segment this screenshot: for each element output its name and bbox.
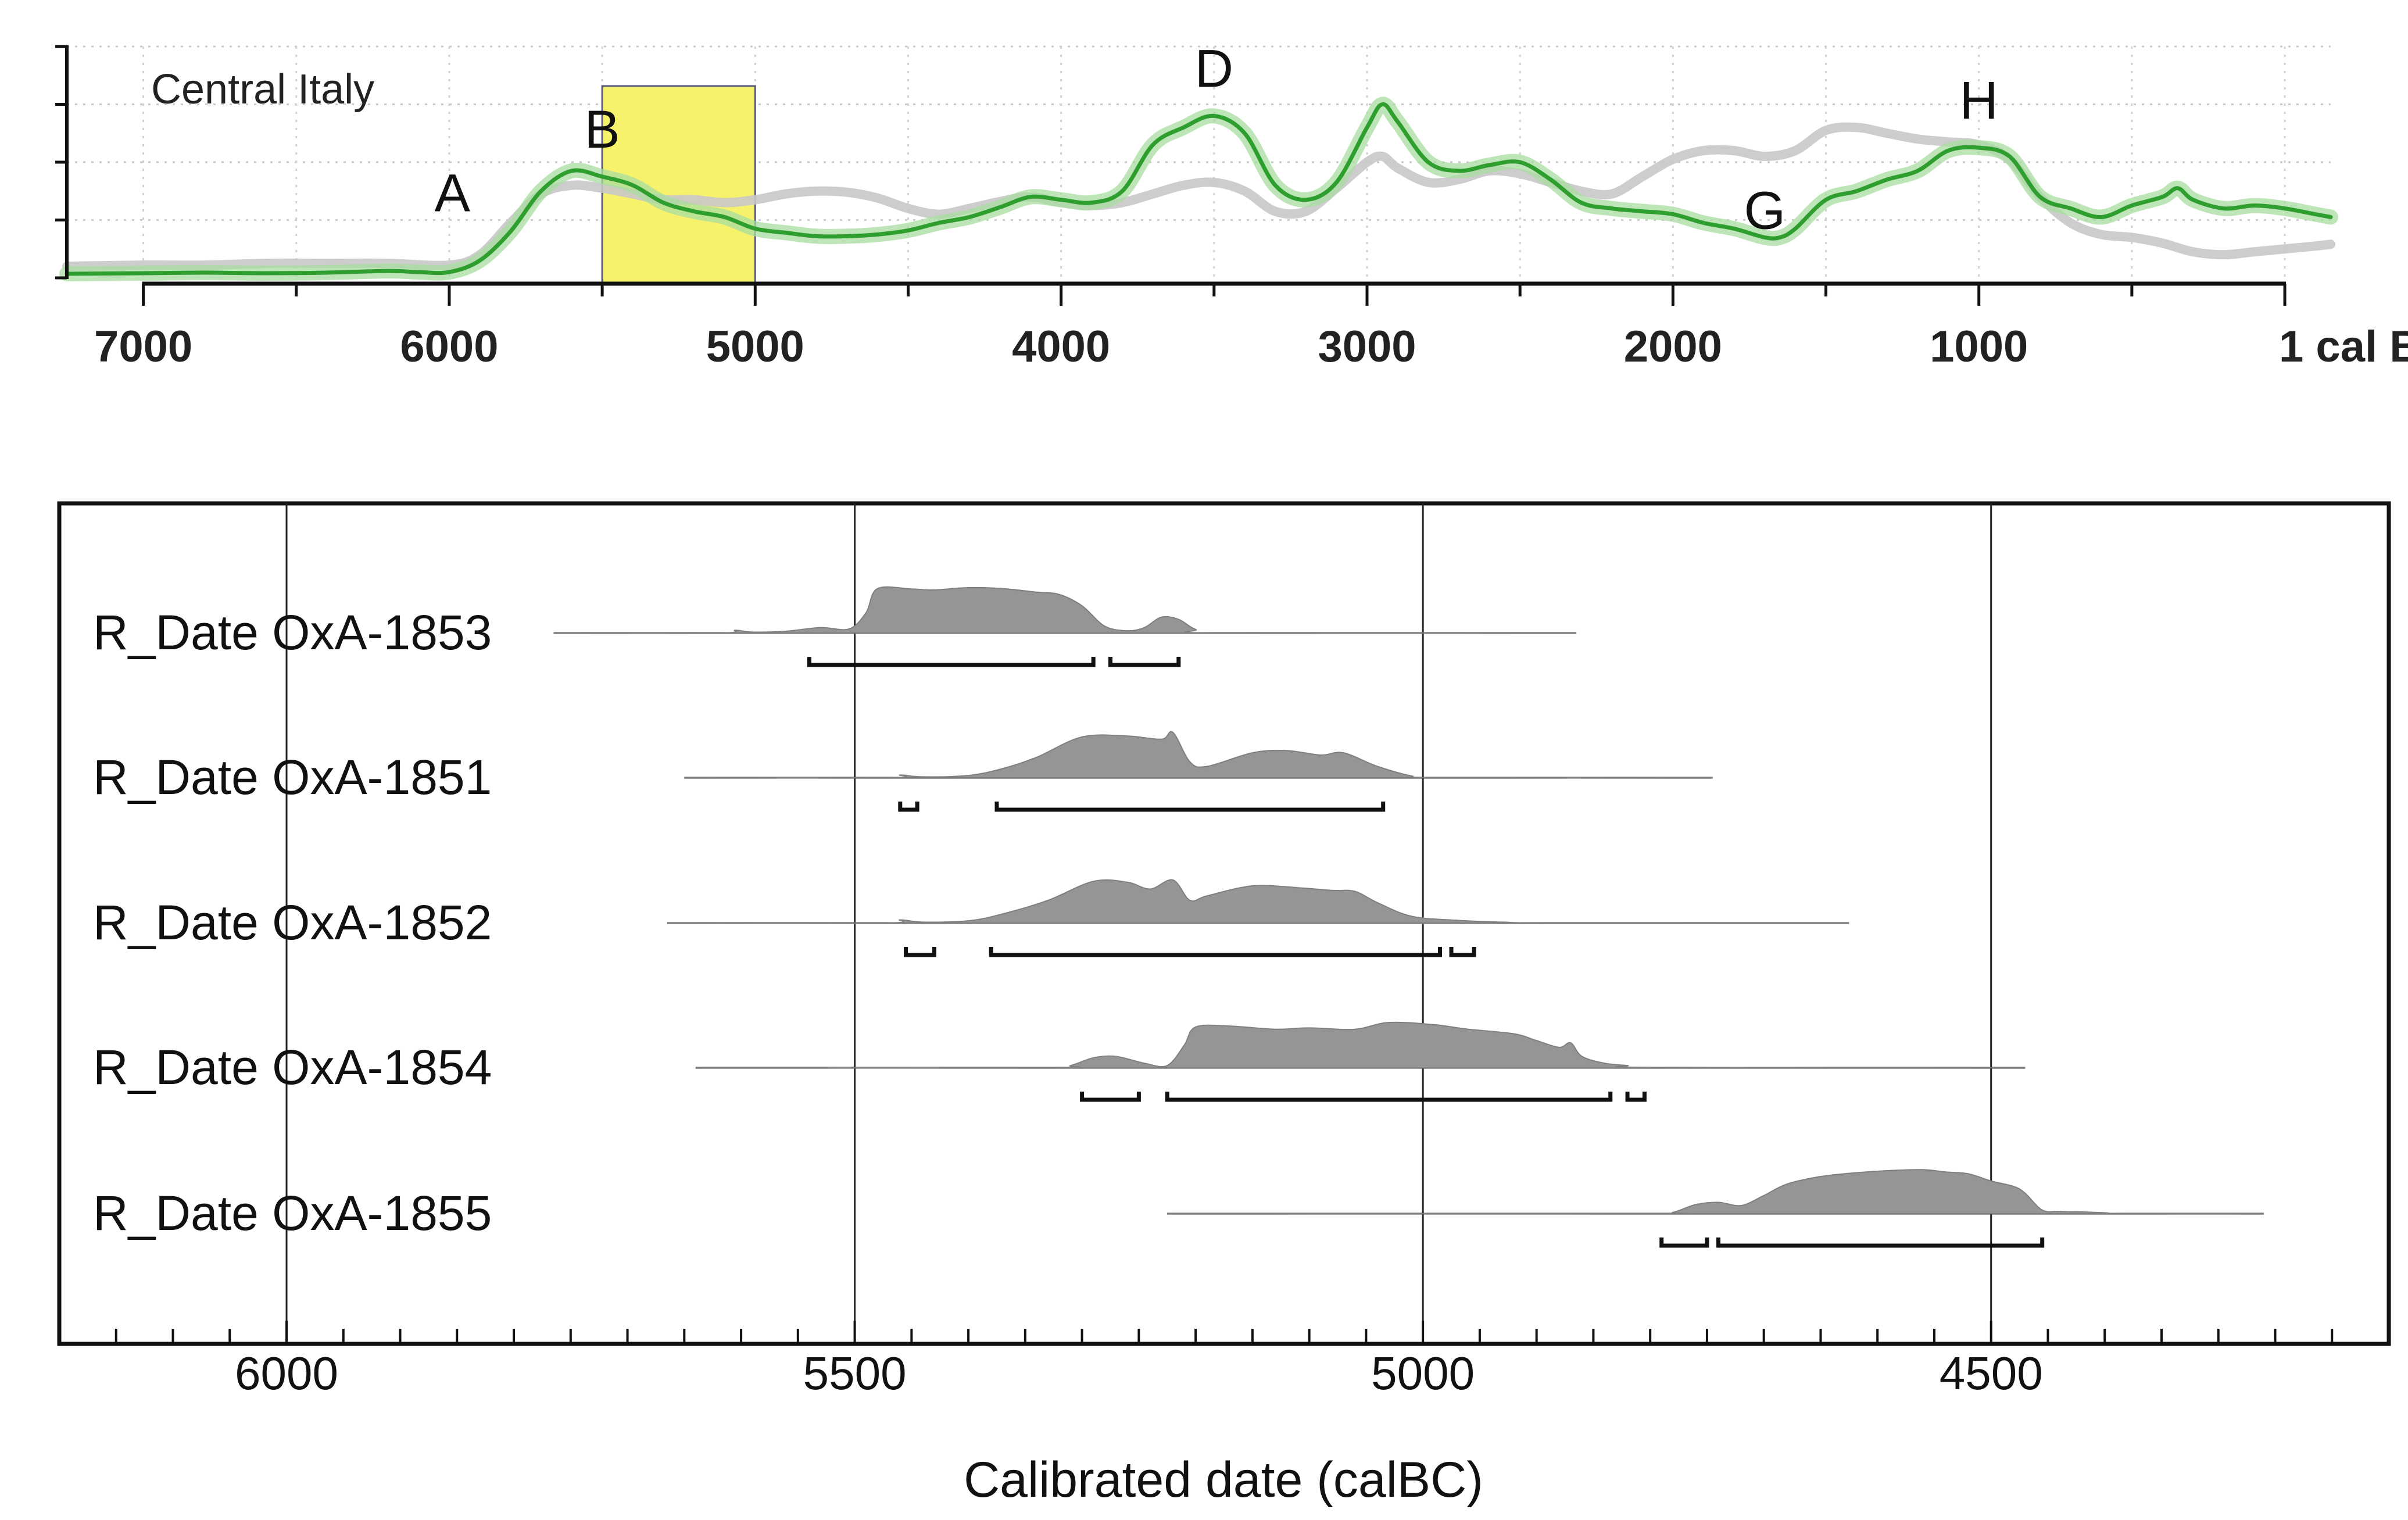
distribution-area bbox=[1167, 1169, 2264, 1215]
range-bracket-95 bbox=[1625, 1092, 1647, 1102]
bottom-x-tick-label: 6000 bbox=[235, 1347, 338, 1399]
bottom-chart: Calibrated date (calBC) 6000 5500 5000 4500… bbox=[57, 501, 2391, 1508]
distribution-area bbox=[684, 731, 1713, 779]
bottom-x-tick-label: 5500 bbox=[803, 1347, 907, 1399]
range-bracket-95 bbox=[1108, 657, 1181, 667]
range-bracket-95 bbox=[1659, 1238, 1709, 1248]
top-annotation-h: H bbox=[1959, 71, 1998, 130]
top-chart: Central Italy 7000 6000 5000 4000 3000 2000 10… bbox=[55, 40, 2408, 371]
distribution-label: R_Date OxA-1855 bbox=[93, 1186, 492, 1240]
distribution-area bbox=[695, 1021, 2026, 1069]
top-x-tick-label: 1000 bbox=[1930, 322, 2028, 371]
range-bracket-95 bbox=[1449, 947, 1476, 957]
distribution-row: R_Date OxA-1854 bbox=[93, 1021, 2026, 1102]
distribution-area bbox=[667, 879, 1849, 924]
distribution-label: R_Date OxA-1853 bbox=[93, 605, 492, 660]
range-bracket-95 bbox=[994, 802, 1386, 812]
range-bracket-95 bbox=[1165, 1092, 1613, 1102]
top-annotation-g: G bbox=[1744, 181, 1786, 240]
range-bracket-95 bbox=[904, 947, 936, 957]
top-annotation-b: B bbox=[584, 100, 620, 159]
range-bracket-95 bbox=[898, 802, 919, 812]
distribution-row: R_Date OxA-1855 bbox=[93, 1169, 2264, 1248]
top-series-green-line bbox=[65, 102, 2333, 276]
range-bracket-95 bbox=[1080, 1092, 1141, 1102]
top-x-tick-label: 5000 bbox=[706, 322, 804, 371]
range-bracket-95 bbox=[1716, 1238, 2045, 1248]
top-x-tick-label: 3000 bbox=[1318, 322, 1416, 371]
top-x-tick-label: 6000 bbox=[400, 322, 498, 371]
distribution-row: R_Date OxA-1853 bbox=[93, 586, 1577, 667]
distribution-area bbox=[553, 586, 1577, 634]
range-bracket-95 bbox=[807, 657, 1096, 667]
distribution-label: R_Date OxA-1851 bbox=[93, 750, 492, 804]
top-x-tick-label: 7000 bbox=[94, 322, 192, 371]
top-x-tick-label: 4000 bbox=[1012, 322, 1110, 371]
range-bracket-95 bbox=[989, 947, 1442, 957]
top-chart-title: Central Italy bbox=[151, 66, 374, 113]
distribution-row: R_Date OxA-1852 bbox=[93, 879, 1849, 957]
top-annotation-d: D bbox=[1195, 40, 1233, 99]
bottom-x-tick-label: 5000 bbox=[1371, 1347, 1475, 1399]
bottom-chart-xlabel: Calibrated date (calBC) bbox=[964, 1452, 1483, 1508]
top-x-tick-label: 2000 bbox=[1624, 322, 1722, 371]
bottom-x-tick-label: 4500 bbox=[1940, 1347, 2043, 1399]
top-x-tick-label: 1 cal BC bbox=[2279, 322, 2408, 371]
top-annotation-a: A bbox=[435, 164, 471, 223]
distribution-label: R_Date OxA-1852 bbox=[93, 895, 492, 950]
distribution-row: R_Date OxA-1851 bbox=[93, 731, 1713, 812]
distribution-label: R_Date OxA-1854 bbox=[93, 1040, 492, 1095]
